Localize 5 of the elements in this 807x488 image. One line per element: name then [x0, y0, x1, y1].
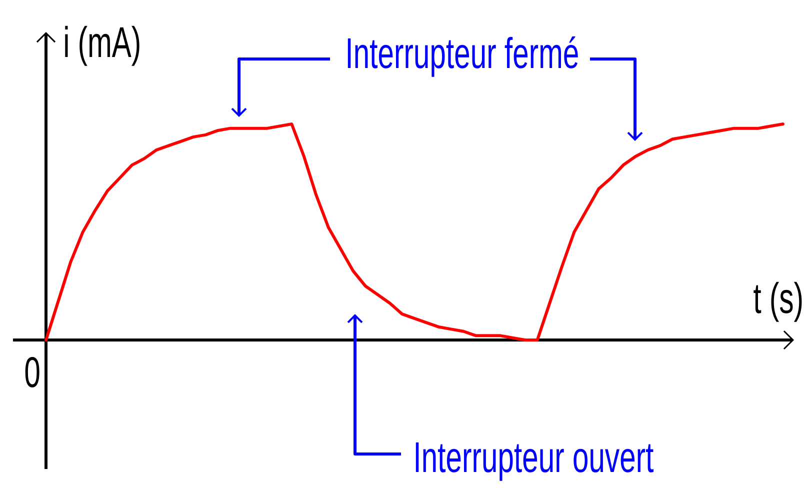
- text: Interrupteur fermé: [348, 36, 578, 77]
- text: 0: [25, 356, 40, 388]
- y-axis-title: i (mA): [65, 26, 140, 66]
- text: Interrupteur ouvert: [416, 442, 654, 481]
- x-axis-title: t (s): [754, 282, 802, 322]
